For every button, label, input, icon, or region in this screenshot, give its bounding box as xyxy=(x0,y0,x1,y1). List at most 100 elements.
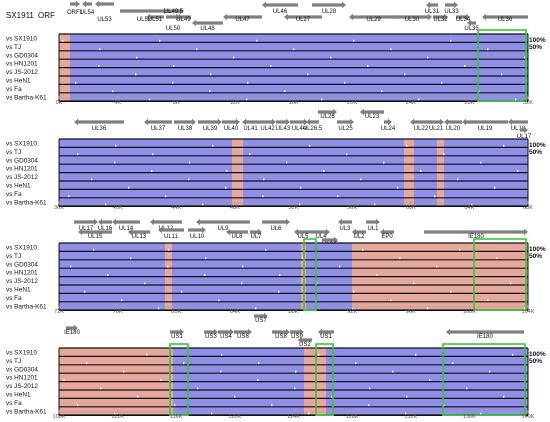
gene-arrow xyxy=(337,118,354,126)
gene-label: UL8 xyxy=(231,234,243,240)
comparison-label: vs Bartha-K61 xyxy=(6,408,47,415)
identity-dip xyxy=(115,144,117,147)
identity-dip xyxy=(415,353,417,356)
identity-dip xyxy=(91,178,93,181)
highlight-box xyxy=(473,238,527,311)
gene-arrow xyxy=(284,13,322,21)
gene-label: UL15 xyxy=(88,234,103,240)
identity-dip xyxy=(355,362,357,365)
identity-dip xyxy=(77,404,79,407)
identity-dip xyxy=(123,370,125,373)
gene-label: UL10 xyxy=(190,234,205,240)
identity-dip xyxy=(144,282,146,285)
gene-label: US8 xyxy=(275,334,287,340)
identity-dip xyxy=(159,39,161,42)
gene-arrow xyxy=(424,228,528,236)
comparison-label: vs JS-2012 xyxy=(6,278,38,285)
identity-dip xyxy=(114,412,116,415)
gene-arrow xyxy=(384,118,392,126)
axis-tick-label: 12K xyxy=(230,100,240,106)
identity-dip xyxy=(121,299,123,302)
identity-dip xyxy=(450,39,452,42)
gene-arrow xyxy=(95,0,114,8)
identity-dip xyxy=(464,65,466,68)
gene-arrow xyxy=(433,13,448,21)
axis-tick-label: 116K xyxy=(170,414,183,420)
axis-tick-label: 8K xyxy=(173,100,180,106)
comparison-label: vs Fa xyxy=(6,295,22,302)
gene-label: UL43 xyxy=(276,126,291,132)
gene-arrow xyxy=(196,218,250,226)
identity-dip xyxy=(404,73,406,76)
comparison-label: vs Bartha-K61 xyxy=(6,94,47,101)
axis-tick-label: 28K xyxy=(464,100,474,106)
gene-arrow xyxy=(312,1,346,9)
gene-arrow xyxy=(366,218,380,226)
axis-tick-label: 140K xyxy=(521,414,534,420)
legend-high: 100% xyxy=(529,142,546,149)
gene-arrow xyxy=(298,336,312,344)
gene-arrow xyxy=(150,218,182,226)
identity-dip xyxy=(330,56,332,59)
identity-dip xyxy=(480,161,482,164)
gene-label: IE180 xyxy=(468,234,484,240)
gene-arrow xyxy=(218,328,234,336)
identity-dip xyxy=(146,353,148,356)
gene-label: UL2 xyxy=(353,234,365,240)
comparison-label: vs TJ xyxy=(6,44,21,51)
comparison-label: vs GD0304 xyxy=(6,261,38,268)
gene-arrow xyxy=(276,118,290,126)
gene-label: UL9 xyxy=(217,226,229,232)
comparison-label: vs HeN1 xyxy=(6,183,31,190)
identity-dip xyxy=(114,161,116,164)
gene-label: UL42 xyxy=(260,126,275,132)
identity-dip xyxy=(353,39,355,42)
identity-dip xyxy=(331,395,333,398)
comparison-label: vs SX1910 xyxy=(6,350,37,357)
identity-dip xyxy=(309,144,311,147)
gene-label: US3 xyxy=(205,334,217,340)
gene-arrow xyxy=(290,118,308,126)
gene-arrow xyxy=(242,118,259,126)
identity-dip xyxy=(452,362,454,365)
gene-arrow xyxy=(322,236,338,244)
gene-arrow xyxy=(482,13,528,21)
panel-p2: UL36 UL37 UL38 UL39 UL40 UL41 UL42 UL43 UL44UL26… xyxy=(6,108,546,211)
gene-arrow xyxy=(294,228,312,236)
identity-dip xyxy=(241,282,243,285)
comparison-label: vs TJ xyxy=(6,253,21,260)
identity-dip xyxy=(256,39,258,42)
identity-dip xyxy=(413,282,415,285)
axis-tick-label: 72K xyxy=(54,309,64,315)
axis-tick-label: 64K xyxy=(464,205,474,211)
gene-label: UL36 xyxy=(92,126,107,132)
identity-dip xyxy=(188,178,190,181)
identity-dip xyxy=(352,307,354,310)
identity-dip xyxy=(197,387,199,390)
comparison-label: vs HeN1 xyxy=(6,78,31,85)
gene-arrow xyxy=(226,228,248,236)
comparison-label: vs Fa xyxy=(6,400,22,407)
identity-dip xyxy=(262,195,264,198)
comparison-label: vs JS-2012 xyxy=(6,69,38,76)
identity-dip xyxy=(376,274,378,277)
gene-arrow xyxy=(174,118,196,126)
gene-arrow xyxy=(456,13,470,21)
identity-dip xyxy=(524,56,526,59)
gene-label: UL47 xyxy=(235,17,250,23)
gene-arrow xyxy=(338,218,352,226)
comparison-label: vs Fa xyxy=(6,191,22,198)
gene-label: UL41 xyxy=(243,126,258,132)
axis-tick-label: 124K xyxy=(287,414,300,420)
identity-dip xyxy=(512,353,514,356)
identity-dip xyxy=(93,248,95,251)
gene-arrow xyxy=(234,328,252,336)
identity-dip xyxy=(321,98,323,101)
legend-high: 100% xyxy=(529,351,546,358)
gene-arrow xyxy=(262,218,290,226)
identity-dip xyxy=(429,379,431,382)
gene-arrow xyxy=(188,226,206,234)
gene-arrow xyxy=(360,108,384,116)
gene-label: UL24 xyxy=(381,126,396,132)
